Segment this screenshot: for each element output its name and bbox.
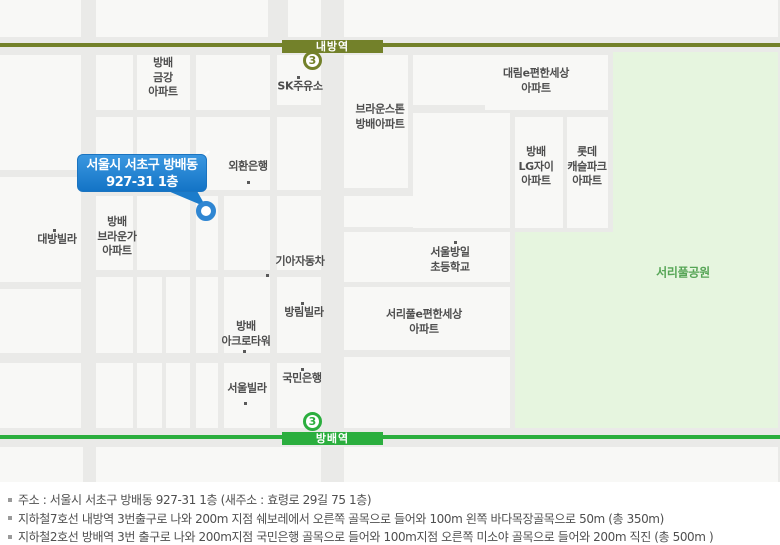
- map-label-daelim-epyeonhansesang-apt: 대림e편한세상 아파트: [502, 66, 570, 94]
- city-block: [196, 277, 218, 353]
- subway-line2: [0, 435, 780, 439]
- poi-dot: [266, 274, 269, 277]
- city-block: [137, 55, 190, 110]
- park-area-lower: [515, 232, 613, 428]
- city-block: [413, 55, 485, 105]
- directions-panel: 주소 : 서울시 서초구 방배동 927-31 1층 (새주소 : 효령로 29…: [0, 482, 780, 545]
- map-label-seoul-villa: 서울빌라: [227, 381, 267, 395]
- callout-tail: [168, 191, 206, 207]
- city-block: [344, 447, 778, 482]
- city-block: [344, 357, 510, 428]
- map-canvas: 서리풀공원 내방역 3 방배역 3 서울시 서초구 방배동 927-31 1층 …: [0, 0, 780, 482]
- city-block: [196, 55, 270, 110]
- poi-dot: [244, 402, 247, 405]
- city-block: [166, 277, 190, 353]
- bullet-icon: [8, 516, 12, 520]
- bullet-icon: [8, 534, 12, 539]
- city-block: [344, 287, 510, 350]
- line3-exit-icon-bottom: 3: [303, 412, 322, 431]
- city-block: [196, 363, 218, 428]
- address-line: 주소 : 서울시 서초구 방배동 927-31 1층 (새주소 : 효령로 29…: [8, 491, 780, 510]
- city-block: [515, 117, 563, 228]
- city-block: [224, 363, 270, 428]
- map-label-oehwan-bank: 외환은행: [228, 159, 268, 173]
- city-block: [224, 196, 270, 270]
- map-label-daebang-villa: 대방빌라: [37, 232, 77, 246]
- park-area: [613, 52, 778, 428]
- map-label-bangbae-acro-tower: 방배 아크로타워: [221, 319, 271, 347]
- city-block: [96, 447, 321, 482]
- address-text: 주소 : 서울시 서초구 방배동 927-31 1층 (새주소 : 효령로 29…: [18, 493, 372, 507]
- map-label-lotte-castle-park-apt: 롯데 캐슬파크 아파트: [567, 145, 607, 188]
- map-label-sk-gas-station: SK주유소: [277, 79, 323, 93]
- city-block: [96, 363, 133, 428]
- city-block: [0, 177, 81, 282]
- city-block: [277, 277, 321, 353]
- city-block: [344, 55, 408, 188]
- city-block: [344, 232, 510, 282]
- map-label-bangbae-browne-apt: 방배 브라운가 아파트: [97, 215, 137, 258]
- directions-line7-text: 지하철7호선 내방역 3번출구로 나와 200m 지점 쉐보레에서 오른쪽 골목…: [18, 511, 664, 526]
- city-block: [137, 196, 190, 270]
- city-block: [288, 0, 321, 37]
- address-callout: 서울시 서초구 방배동 927-31 1층: [77, 154, 207, 192]
- callout-pointer-graphics: [168, 191, 206, 207]
- map-label-seoul-bangil-elementary: 서울방일 초등학교: [430, 245, 470, 273]
- city-block: [277, 196, 321, 270]
- city-block: [96, 55, 133, 110]
- map-label-banglim-villa: 방림빌라: [284, 305, 324, 319]
- location-pin-icon: [196, 201, 216, 221]
- map-label-bangbae-geumgang-apt: 방배 금강 아파트: [148, 56, 178, 99]
- city-block: [137, 363, 162, 428]
- callout-line2: 927-31 1층: [106, 175, 178, 190]
- city-block: [0, 55, 81, 170]
- city-block: [567, 117, 608, 228]
- city-block: [0, 447, 83, 482]
- poi-dot: [297, 76, 300, 79]
- city-block: [137, 277, 162, 353]
- poi-dot: [53, 229, 56, 232]
- map-label-kia-motors: 기아자동차: [275, 254, 325, 268]
- directions-line2-text: 지하철2호선 방배역 3번 출구로 나와 200m지점 국민은행 골목으로 들어…: [18, 530, 714, 544]
- city-block: [96, 0, 268, 37]
- city-block: [0, 363, 81, 428]
- directions-line2: 지하철2호선 방배역 3번 출구로 나와 200m지점 국민은행 골목으로 들어…: [8, 528, 780, 545]
- city-block: [0, 0, 81, 37]
- bullet-icon: [8, 497, 12, 502]
- city-block: [166, 363, 190, 428]
- directions-list: 주소 : 서울시 서초구 방배동 927-31 1층 (새주소 : 효령로 29…: [0, 482, 780, 545]
- city-block: [344, 0, 778, 37]
- map-label-kookmin-bank: 국민은행: [282, 371, 322, 385]
- poi-dot: [454, 241, 457, 244]
- city-block: [0, 289, 81, 353]
- line3-exit-icon-top: 3: [303, 51, 322, 70]
- city-block: [485, 55, 608, 110]
- city-block: [96, 196, 133, 270]
- poi-dot: [247, 181, 250, 184]
- subway-line7: [0, 43, 780, 47]
- poi-dot: [243, 350, 246, 353]
- station-badge-bangbae: 방배역: [282, 432, 383, 445]
- city-block: [277, 117, 321, 190]
- city-block: [224, 277, 270, 353]
- poi-dot: [301, 302, 304, 305]
- city-block: [344, 196, 510, 227]
- poi-dot: [301, 368, 304, 371]
- station-badge-naebang: 내방역: [282, 40, 383, 53]
- callout-line1: 서울시 서초구 방배동: [86, 158, 198, 173]
- map-label-seoripul-epyeonhansesang-apt: 서리풀e편한세상 아파트: [386, 307, 462, 335]
- map-label-bangbae-lg-xi-apt: 방배 LG자이 아파트: [518, 145, 554, 188]
- city-block: [96, 277, 133, 353]
- map-label-brownstone-bangbae-apt: 브라운스톤 방배아파트: [355, 102, 405, 130]
- directions-line7: 지하철7호선 내방역 3번출구로 나와 200m 지점 쉐보레에서 오른쪽 골목…: [8, 510, 780, 529]
- city-block: [196, 117, 270, 190]
- park-label: 서리풀공원: [656, 265, 710, 280]
